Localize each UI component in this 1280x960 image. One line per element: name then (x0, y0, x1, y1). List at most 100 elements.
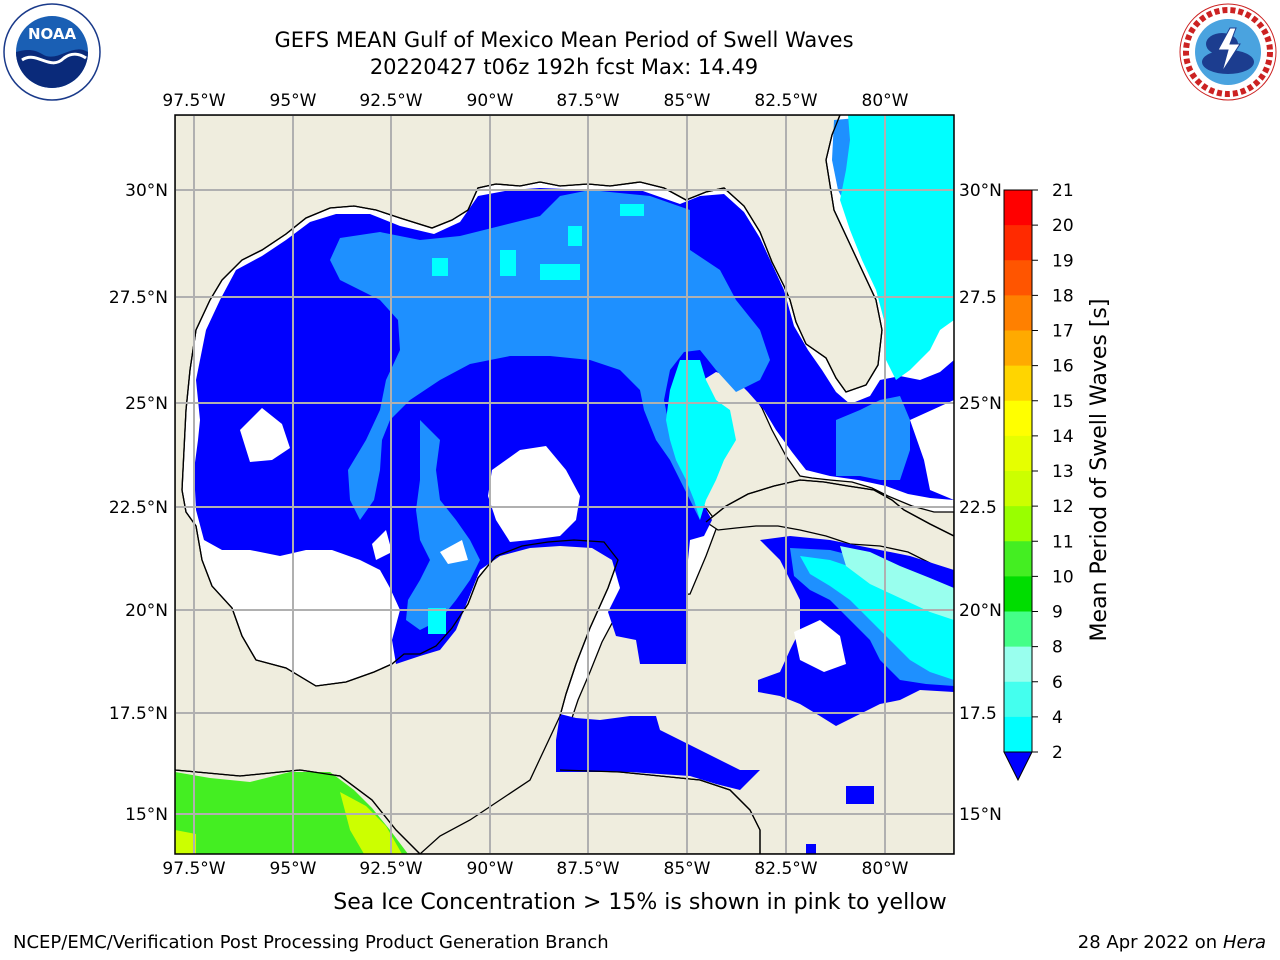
sea-ice-note: Sea Ice Concentration > 15% is shown in … (333, 890, 947, 915)
chart-title: GEFS MEAN Gulf of Mexico Mean Period of … (274, 28, 854, 52)
lat-label-right: 17.5 (959, 704, 997, 724)
date-stamp: 28 Apr 2022 on Hera (1078, 932, 1266, 953)
lon-label-top: 95°W (270, 91, 317, 111)
lat-label-left: 15°N (125, 805, 168, 825)
lat-label-left: 17.5°N (109, 704, 168, 724)
colorbar-tick-label: 12 (1052, 497, 1074, 517)
swell-6-8s-patch (428, 608, 446, 634)
no-swell-hole (910, 400, 954, 500)
lon-label-bottom: 87.5°W (556, 859, 619, 879)
colorbar-tick-label: 17 (1052, 322, 1074, 342)
colorbar-tick-label: 19 (1052, 251, 1074, 271)
lat-label-left: 25°N (125, 394, 168, 414)
colorbar-segment (1004, 541, 1032, 577)
colorbar: 21 20 19 18 17 16 15 14 13 12 11 10 9 8 6 4 2 (1003, 181, 1074, 782)
lon-label-bottom: 95°W (270, 859, 317, 879)
swell-6-8s-patch (432, 258, 448, 276)
colorbar-tick-label: 16 (1052, 357, 1074, 377)
swell-8-10s-caribbean (840, 546, 954, 620)
coastline (181, 115, 883, 717)
swell-4-6s-west (406, 420, 480, 630)
swell-6-8s-gulf-center (666, 360, 736, 520)
no-swell-hole (488, 446, 580, 542)
lat-label-right: 22.5 (959, 498, 997, 518)
no-swell-hole (794, 620, 846, 672)
host-name: Hera (1222, 932, 1266, 953)
yellow-field-pacific (340, 792, 402, 854)
colorbar-segment (1004, 506, 1032, 542)
swell-6-8s-caribbean (800, 556, 954, 680)
lat-label-left: 27.5°N (109, 288, 168, 308)
lon-label-bottom: 90°W (467, 859, 514, 879)
nws-logo (1179, 3, 1277, 101)
chart-subtitle: 20220427 t06z 192h fcst Max: 14.49 (369, 55, 759, 79)
lon-label-bottom: 80°W (862, 859, 909, 879)
colorbar-segment (1004, 576, 1032, 612)
no-swell-hole (240, 408, 290, 462)
coastline-pacific (175, 769, 421, 854)
swell-2-4s-patch (846, 786, 874, 804)
swell-6-8s-atlantic (840, 115, 954, 380)
colorbar-tick-label: 4 (1052, 708, 1063, 728)
lat-label-right: 27.5 (959, 288, 997, 308)
yellow-field-pacific-corner (175, 830, 196, 854)
swell-2-4s-patch (806, 844, 816, 854)
colorbar-segment (1004, 611, 1032, 648)
colorbar-segment (1004, 260, 1032, 296)
lon-label-bottom: 82.5°W (754, 859, 817, 879)
lat-label-right: 20°N (959, 601, 1002, 621)
colorbar-segment (1004, 365, 1032, 402)
colorbar-segment (1004, 681, 1032, 718)
lon-label-top: 87.5°W (556, 91, 619, 111)
no-swell-hole (440, 540, 468, 564)
lat-label-left: 20°N (125, 601, 168, 621)
lon-label-top: 97.5°W (162, 91, 225, 111)
coastline-cuba (705, 479, 954, 537)
colorbar-tick-label: 9 (1052, 603, 1063, 623)
colorbar-label: Mean Period of Swell Waves [s] (1087, 299, 1112, 642)
noaa-logo-text: NOAA (28, 25, 77, 43)
colorbar-tick-label: 8 (1052, 638, 1063, 658)
colorbar-tick-label: 11 (1052, 532, 1074, 552)
colorbar-tick-label: 14 (1052, 427, 1074, 447)
colorbar-extension (1003, 751, 1033, 782)
colorbar-segment (1004, 435, 1032, 472)
noaa-logo: NOAA (3, 3, 101, 101)
lon-label-top: 80°W (862, 91, 909, 111)
no-swell-hole (372, 530, 392, 560)
colorbar-tick-label: 13 (1052, 462, 1074, 482)
colorbar-segment (1004, 471, 1032, 507)
lon-label-top: 85°W (664, 91, 711, 111)
colorbar-segment (1004, 400, 1032, 437)
lat-label-left: 30°N (125, 181, 168, 201)
colorbar-tick-label: 10 (1052, 567, 1074, 587)
lat-label-right: 25°N (959, 394, 1002, 414)
colorbar-tick-label: 21 (1052, 181, 1074, 201)
colorbar-segment (1004, 646, 1032, 683)
colorbar-tick-label: 2 (1052, 743, 1063, 763)
lon-label-top: 82.5°W (754, 91, 817, 111)
map-frame (174, 114, 955, 855)
lon-label-top: 90°W (467, 91, 514, 111)
gridlines (175, 115, 954, 854)
lat-label-left: 22.5°N (109, 498, 168, 518)
date-text: 28 Apr 2022 on (1077, 932, 1223, 953)
colorbar-tick-label: 15 (1052, 392, 1074, 412)
lon-label-top: 92.5°W (359, 91, 422, 111)
swell-6-8s-patch (500, 250, 516, 276)
lon-label-bottom: 92.5°W (359, 859, 422, 879)
colorbar-tick-label: 18 (1052, 286, 1074, 306)
lon-label-bottom: 85°W (664, 859, 711, 879)
coastline-honduras (559, 769, 761, 854)
swell-4-6s-florida-straits (836, 396, 910, 480)
colorbar-segment (1004, 225, 1032, 261)
lat-label-right: 30°N (959, 181, 1002, 201)
colorbar-tick-label: 6 (1052, 673, 1063, 693)
swell-6-8s-patch (620, 204, 644, 216)
swell-6-8s-patch (568, 226, 582, 246)
colorbar-segment (1004, 190, 1032, 226)
swell-6-8s-patch (540, 264, 580, 280)
lat-label-right: 15°N (959, 805, 1002, 825)
colorbar-tick-label: 20 (1052, 216, 1074, 236)
